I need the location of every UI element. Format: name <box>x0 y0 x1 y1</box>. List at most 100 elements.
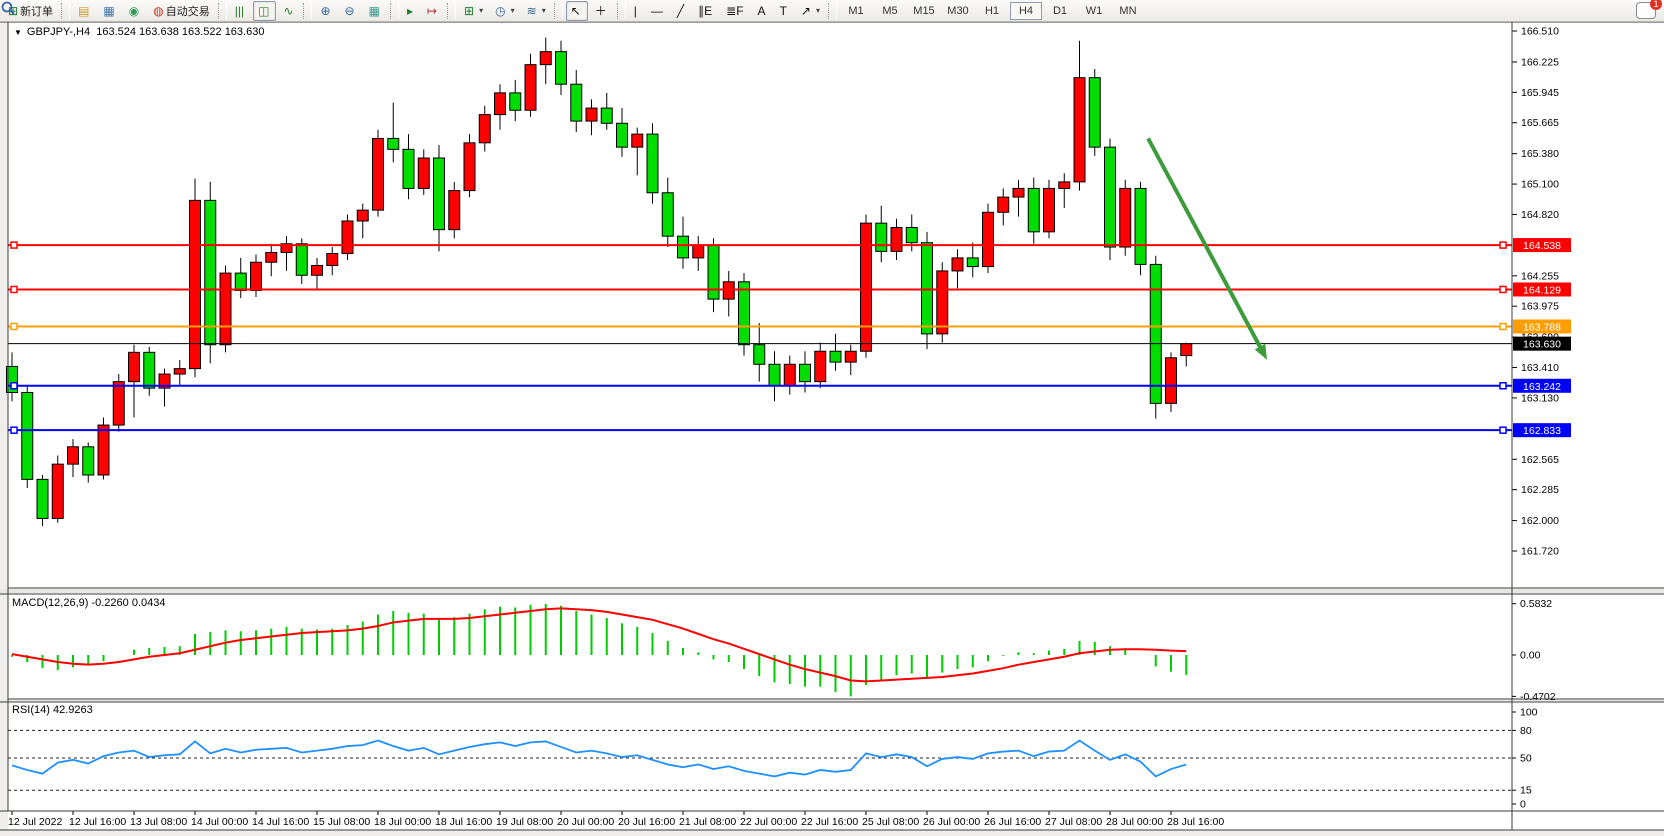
arrows-button[interactable]: ↗ ▾ <box>796 1 825 21</box>
templates-button[interactable]: ≋ ▾ <box>522 1 551 21</box>
timeframe-button-h1[interactable]: H1 <box>984 4 1000 17</box>
line-handle[interactable] <box>10 322 18 331</box>
pane-splitter[interactable] <box>0 700 1664 701</box>
text-icon: A <box>757 3 766 18</box>
new-order-button[interactable]: ⊞ 新订单 <box>3 1 58 21</box>
timeframe-button-m30[interactable]: M30 <box>947 4 969 17</box>
candle-body <box>372 137 384 211</box>
time-axis-label: 15 Jul 08:00 <box>313 816 370 828</box>
line-handle[interactable] <box>10 382 18 390</box>
time-axis: 12 Jul 2022 12 Jul 16:00 13 Jul 08:00 14 Ju… <box>8 811 1224 828</box>
timeframe-button-m1[interactable]: M1 <box>848 4 864 17</box>
chevron-down-icon[interactable]: ▾ <box>510 6 515 15</box>
chevron-down-icon[interactable]: ▾ <box>479 6 484 15</box>
toolbar-separator <box>217 2 227 19</box>
candle-body <box>585 107 598 122</box>
candle-body <box>265 251 278 263</box>
timeframe-button-m15[interactable]: M15 <box>913 4 935 17</box>
price-line-badge-label: 163.788 <box>1523 322 1561 334</box>
vertical-line-button[interactable]: | <box>629 1 644 21</box>
cursor-button[interactable]: ↖ <box>565 0 588 21</box>
zoom-in-button[interactable]: ⊕ <box>315 1 337 21</box>
trend-arrow-annotation[interactable] <box>1146 137 1265 353</box>
candle-body <box>509 92 522 111</box>
timeframe-button-d1[interactable]: D1 <box>1052 4 1068 17</box>
line-chart-button[interactable]: ∿ <box>278 1 300 21</box>
trendline-button[interactable]: ╱ <box>672 1 691 21</box>
candle-body <box>936 270 949 335</box>
line-handle[interactable] <box>1499 382 1507 390</box>
pane-splitter[interactable] <box>0 589 1664 593</box>
chevron-down-icon[interactable]: ▾ <box>815 6 820 15</box>
zoom-out-button[interactable]: ⊖ <box>340 1 362 21</box>
timeframe-button-h4[interactable]: H4 <box>1009 1 1042 20</box>
chart-title-bar: ▼ GBPJPY-,H4 163.524 163.638 163.522 163.… <box>14 26 264 38</box>
line-handle[interactable] <box>10 241 18 249</box>
candle-body <box>463 142 476 192</box>
trend-arrow-head[interactable] <box>1254 343 1268 360</box>
candle-body <box>448 190 461 231</box>
autotrading-icon: ◍ <box>153 3 164 18</box>
candle-body <box>1043 187 1055 233</box>
candlestick-chart-button[interactable]: ◫ <box>253 0 277 21</box>
candle-body <box>860 222 872 352</box>
candle-body <box>921 242 933 335</box>
line-handle[interactable] <box>1499 322 1507 331</box>
notifications-icon[interactable]: 1 <box>1636 0 1662 19</box>
timeframe-button-w1[interactable]: W1 <box>1085 4 1103 17</box>
candle-body <box>1073 77 1086 183</box>
autotrading-button[interactable]: ◍ 自动交易 <box>148 1 214 21</box>
autotrading-button-label: 自动交易 <box>165 5 210 18</box>
candle-body <box>433 157 445 231</box>
line-handle[interactable] <box>1499 285 1507 294</box>
price-line-badge <box>1513 238 1571 253</box>
line-handle[interactable] <box>1499 241 1507 249</box>
rsi-axis-label: 50 <box>1520 753 1532 765</box>
text-label-button[interactable]: T <box>775 1 794 21</box>
timeframe-button-m5[interactable]: M5 <box>882 4 898 17</box>
equidistant-channel-button[interactable]: ∥E <box>693 1 719 21</box>
time-axis-label: 25 Jul 08:00 <box>862 816 919 828</box>
periods-button[interactable]: ◷ ▾ <box>490 1 520 21</box>
price-axis-label: 165.380 <box>1521 148 1559 160</box>
ohlc-expand-icon[interactable]: ▼ <box>14 28 22 37</box>
market-watch-button[interactable]: ▤ <box>73 1 96 21</box>
indicators-button[interactable]: ⊞ ▾ <box>459 1 488 21</box>
new-order-icon: ⊞ <box>8 3 19 18</box>
time-axis-label: 14 Jul 00:00 <box>191 816 248 828</box>
auto-scroll-button[interactable]: ▸ <box>402 1 420 21</box>
time-axis-label: 27 Jul 08:00 <box>1045 816 1102 828</box>
candle-body <box>173 368 186 375</box>
data-window-button[interactable]: ▦ <box>98 1 121 21</box>
time-axis-label: 20 Jul 00:00 <box>557 816 614 828</box>
bar-chart-button[interactable]: ||| <box>230 1 251 21</box>
price-line-badge <box>1513 423 1571 438</box>
line-handle[interactable] <box>10 426 18 434</box>
line-handle[interactable] <box>1499 426 1507 434</box>
chart-shift-button[interactable]: ↦ <box>422 1 444 21</box>
chevron-down-icon[interactable]: ▾ <box>541 6 546 15</box>
text-button[interactable]: A <box>753 1 773 21</box>
trendline-icon: ╱ <box>676 3 685 18</box>
price-line-badge <box>1513 378 1571 393</box>
hline-objects: 164.538 164.129 163.788 163.630 163.242 162.8… <box>8 238 1571 438</box>
search-icon[interactable] <box>0 0 16 16</box>
timeframe-button-mn[interactable]: MN <box>1119 4 1137 17</box>
price-axis-label: 162.000 <box>1521 515 1559 527</box>
crosshair-button[interactable]: ＋ <box>590 1 614 21</box>
horizontal-line-button[interactable]: — <box>646 1 670 21</box>
candle-body <box>707 244 720 300</box>
price-axis-label: 164.820 <box>1521 209 1559 221</box>
fibonacci-button[interactable]: ≣F <box>721 1 750 21</box>
candle-body <box>600 107 613 124</box>
rsi-axis-label: 0 <box>1520 799 1526 811</box>
price-line-badge-label: 163.242 <box>1523 381 1561 393</box>
line-handle[interactable] <box>10 285 18 294</box>
navigator-button[interactable]: ◉ <box>124 1 146 21</box>
tile-windows-button[interactable]: ▦ <box>364 1 387 21</box>
candle-body <box>51 463 64 519</box>
time-axis-label: 14 Jul 16:00 <box>252 816 309 828</box>
candle-body <box>387 137 400 150</box>
candle-body <box>966 257 979 268</box>
macd-indicator-label: MACD(12,26,9) -0.2260 0.0434 <box>12 597 166 609</box>
